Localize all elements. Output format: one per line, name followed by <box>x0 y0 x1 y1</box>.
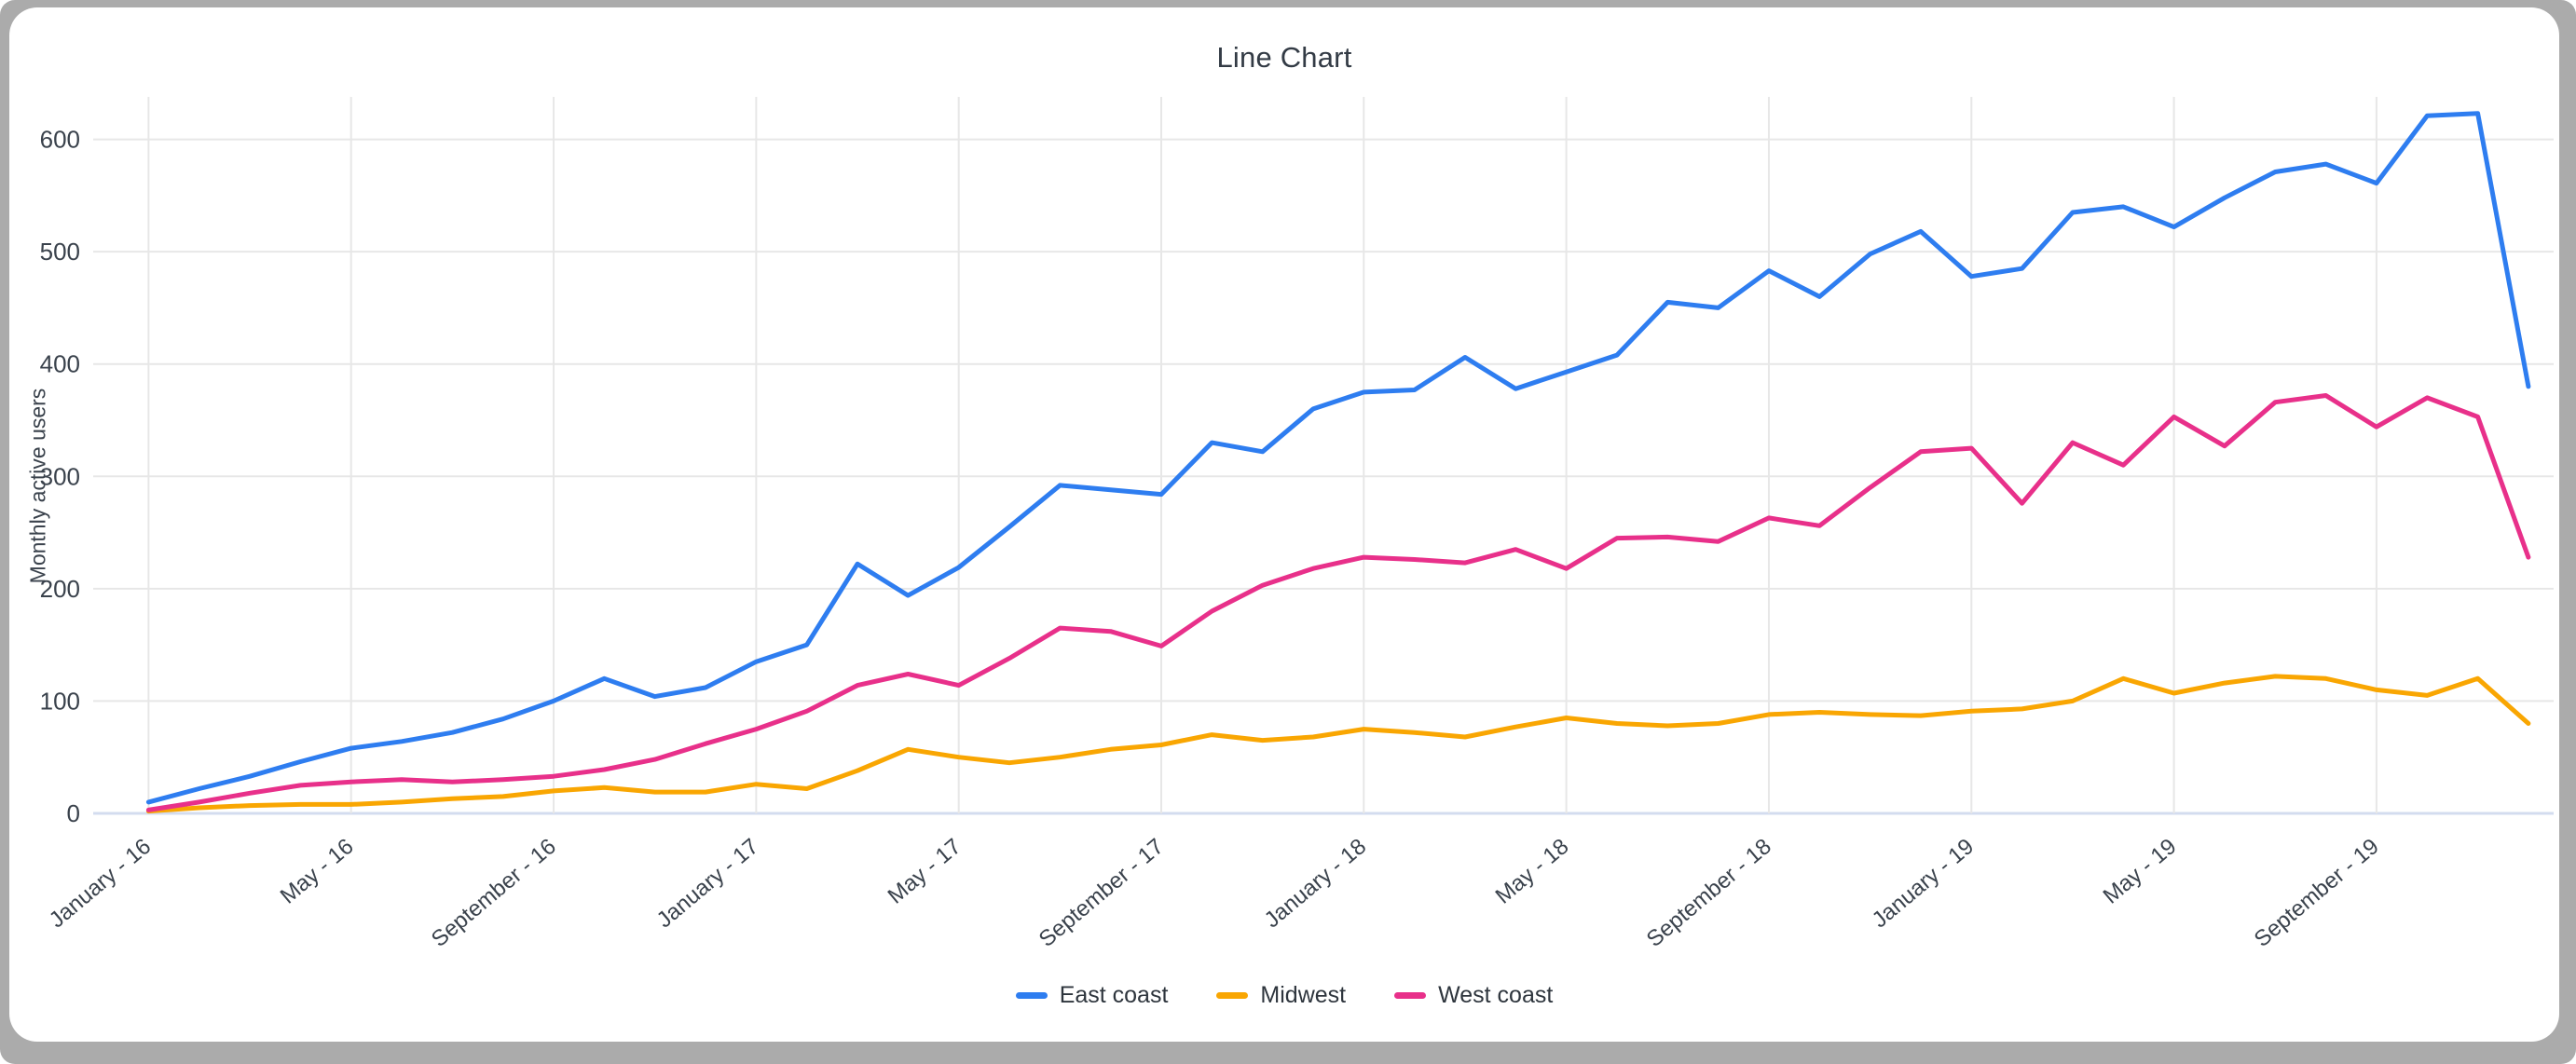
x-tick-label: September - 17 <box>1035 834 1169 952</box>
x-tick-label: May - 19 <box>2099 834 2182 909</box>
legend-label: East coast <box>1059 982 1169 1008</box>
x-tick-label: September - 16 <box>427 834 561 952</box>
chart-legend: East coast Midwest West coast <box>9 982 2559 1009</box>
x-tick-label: May - 17 <box>884 834 966 909</box>
west-coast-line <box>145 393 2531 812</box>
x-tick-label: September - 18 <box>1642 834 1776 952</box>
legend-label: West coast <box>1438 982 1554 1008</box>
chart-card: Line Chart Monthly active users 0 100 200 3… <box>9 7 2559 1042</box>
y-tick-label: 0 <box>67 799 80 827</box>
line-chart-plot-area: 0 100 200 300 400 500 600 January - 16 May - 16 S… <box>40 97 2554 952</box>
east-coast-line <box>145 111 2531 805</box>
x-tick-label: January - 18 <box>1260 834 1372 933</box>
x-tick-label: January - 19 <box>1868 834 1980 933</box>
y-tick-label: 300 <box>40 462 80 490</box>
midwest-line-swatch-icon <box>1216 992 1249 999</box>
y-tick-label: 600 <box>40 126 80 154</box>
x-tick-label: May - 16 <box>276 834 359 909</box>
y-tick-label: 200 <box>40 575 80 603</box>
x-tick-label: September - 19 <box>2250 834 2384 952</box>
legend-item-midwest[interactable]: Midwest <box>1216 982 1346 1009</box>
y-tick-label: 400 <box>40 350 80 378</box>
y-tick-label: 500 <box>40 238 80 266</box>
legend-item-west-coast[interactable]: West coast <box>1394 982 1553 1009</box>
x-tick-label: May - 18 <box>1491 834 1574 909</box>
chart-title: Line Chart <box>1216 41 1352 74</box>
legend-label: Midwest <box>1260 982 1347 1008</box>
x-tick-label: January - 17 <box>652 834 764 933</box>
west-coast-line-swatch-icon <box>1394 992 1427 999</box>
midwest-line <box>145 674 2531 814</box>
legend-item-east-coast[interactable]: East coast <box>1015 982 1169 1009</box>
x-tick-label: January - 16 <box>45 834 157 933</box>
y-tick-label: 100 <box>40 687 80 715</box>
east-coast-line-swatch-icon <box>1015 992 1048 999</box>
